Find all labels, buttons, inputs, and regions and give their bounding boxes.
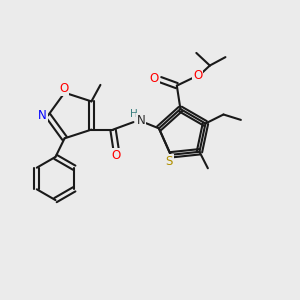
Text: S: S <box>166 155 173 168</box>
Text: O: O <box>193 69 203 82</box>
Text: H: H <box>130 109 138 119</box>
Text: O: O <box>111 149 121 162</box>
Text: O: O <box>59 82 68 95</box>
Text: N: N <box>136 114 145 127</box>
Text: O: O <box>150 72 159 85</box>
Text: N: N <box>38 109 47 122</box>
